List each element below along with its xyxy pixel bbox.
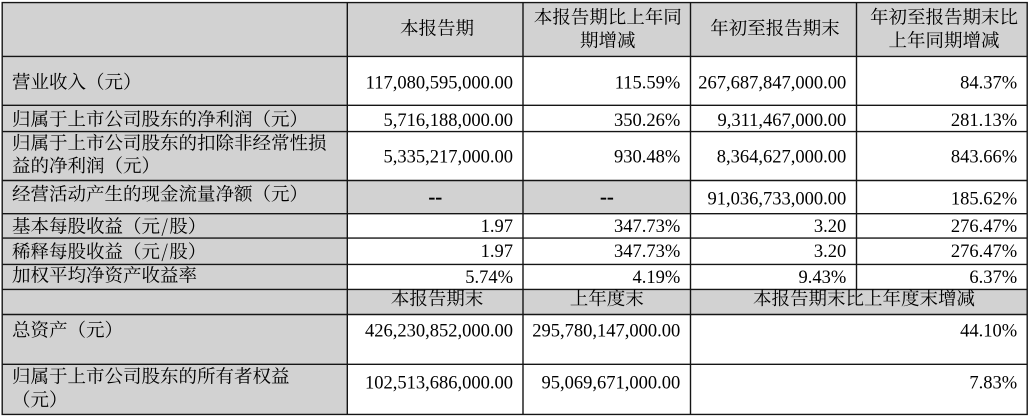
svg-text:843.66%: 843.66% <box>951 147 1017 167</box>
svg-text:84.37%: 84.37% <box>960 73 1017 93</box>
svg-text:295,780,147,000.00: 295,780,147,000.00 <box>532 322 680 342</box>
svg-text:347.73%: 347.73% <box>614 217 680 237</box>
svg-text:3.20: 3.20 <box>814 242 846 262</box>
svg-text:91,036,733,000.00: 91,036,733,000.00 <box>708 190 847 210</box>
svg-text:6.37%: 6.37% <box>969 268 1017 288</box>
svg-text:281.13%: 281.13% <box>951 111 1017 131</box>
svg-text:1.97: 1.97 <box>481 242 513 262</box>
svg-text:426,230,852,000.00: 426,230,852,000.00 <box>365 322 513 342</box>
svg-text:5,716,188,000.00: 5,716,188,000.00 <box>384 111 514 131</box>
svg-text:4.19%: 4.19% <box>633 268 681 288</box>
svg-text:102,513,686,000.00: 102,513,686,000.00 <box>365 373 513 393</box>
svg-text:95,069,671,000.00: 95,069,671,000.00 <box>542 373 681 393</box>
svg-text:930.48%: 930.48% <box>614 147 680 167</box>
svg-text:5.74%: 5.74% <box>465 268 513 288</box>
svg-text:8,364,627,000.00: 8,364,627,000.00 <box>717 147 847 167</box>
svg-text:5,335,217,000.00: 5,335,217,000.00 <box>384 147 514 167</box>
svg-text:117,080,595,000.00: 117,080,595,000.00 <box>366 73 513 93</box>
svg-text:44.10%: 44.10% <box>960 322 1017 342</box>
svg-text:350.26%: 350.26% <box>614 111 680 131</box>
svg-text:276.47%: 276.47% <box>951 217 1017 237</box>
svg-text:3.20: 3.20 <box>814 217 846 237</box>
svg-text:9,311,467,000.00: 9,311,467,000.00 <box>717 111 846 131</box>
svg-text:276.47%: 276.47% <box>951 242 1017 262</box>
svg-text:7.83%: 7.83% <box>969 373 1017 393</box>
svg-text:115.59%: 115.59% <box>615 73 681 93</box>
svg-text:9.43%: 9.43% <box>799 268 847 288</box>
svg-text:347.73%: 347.73% <box>614 242 680 262</box>
svg-text:1.97: 1.97 <box>481 217 513 237</box>
svg-text:267,687,847,000.00: 267,687,847,000.00 <box>698 73 846 93</box>
svg-text:185.62%: 185.62% <box>951 190 1017 210</box>
